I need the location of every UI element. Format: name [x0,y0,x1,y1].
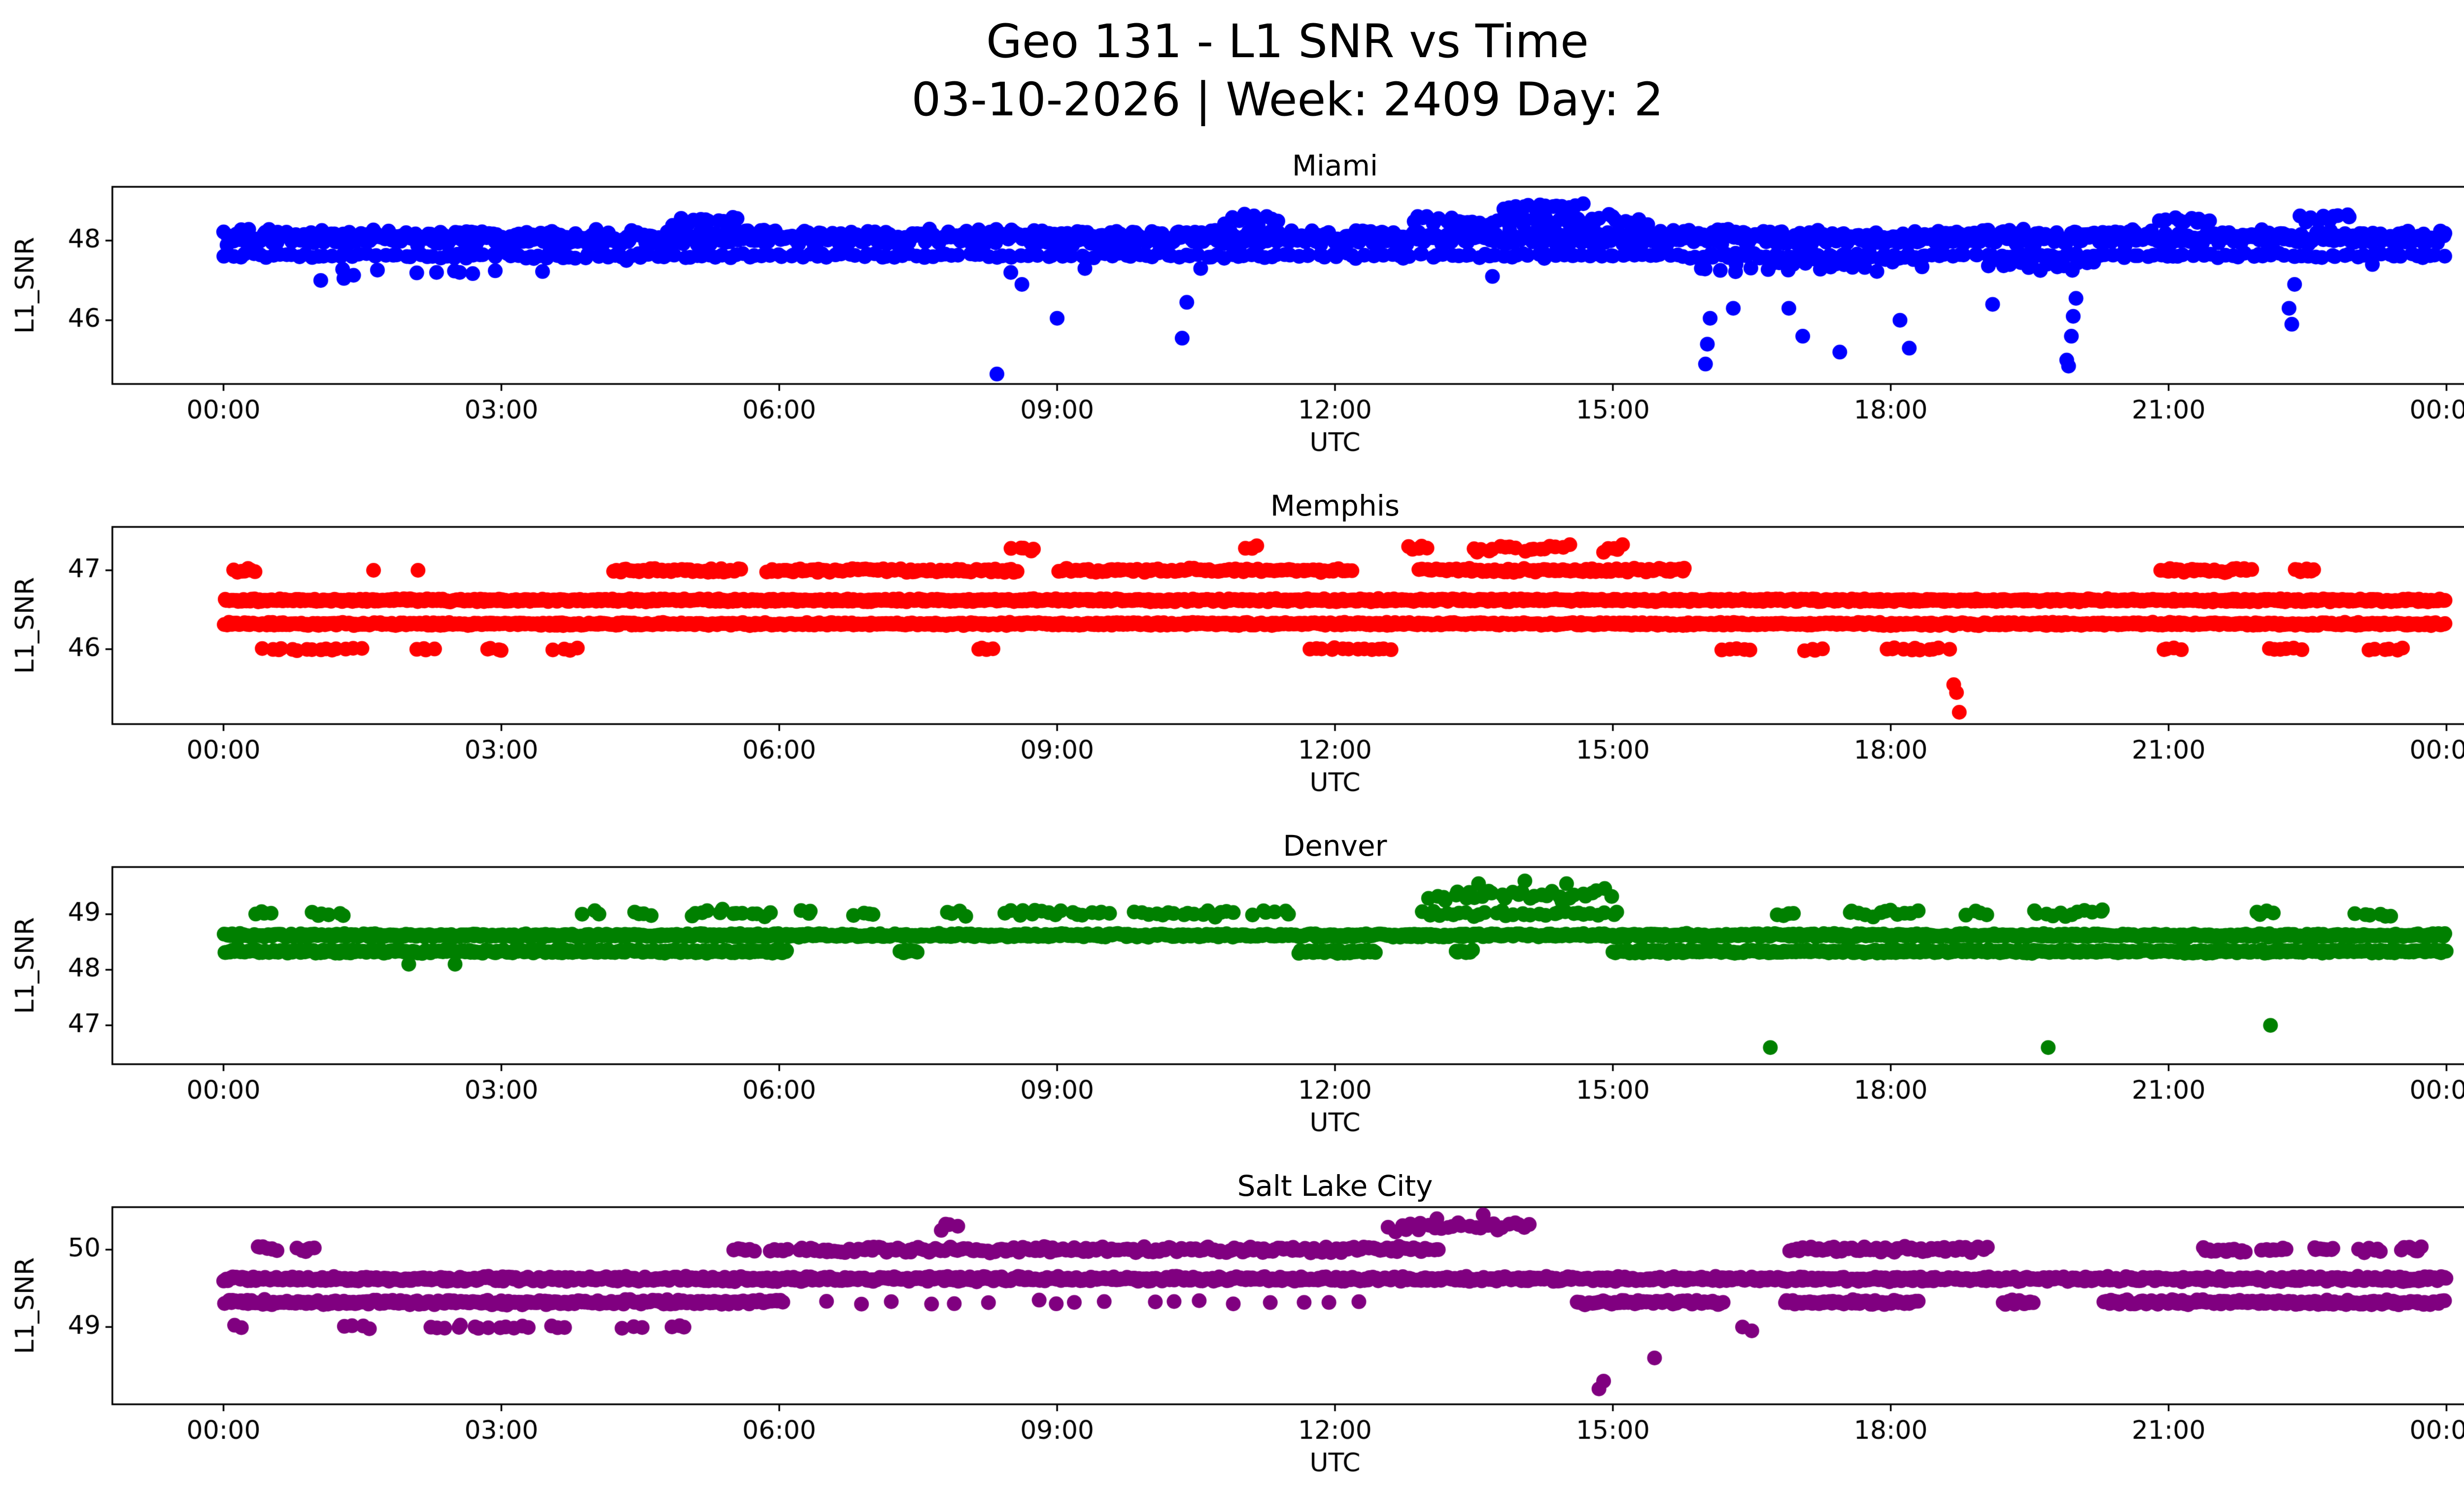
salt-lake-city-scatter-plot [0,1203,2464,1489]
miami-scatter-plot [0,183,2464,469]
memphis-scatter-plot [0,523,2464,809]
denver-scatter-plot [0,863,2464,1149]
subplot-title-miami: Miami [1292,149,1378,182]
subplot-memphis: Memphis [0,488,2464,809]
subplot-title-denver: Denver [1283,829,1387,863]
subplot-salt-lake-city: Salt Lake City [0,1169,2464,1489]
subplot-title-salt-lake-city: Salt Lake City [1237,1169,1433,1203]
figure-title-line1: Geo 131 - L1 SNR vs Time [986,15,1589,69]
subplot-denver: Denver [0,829,2464,1149]
figure-title: Geo 131 - L1 SNR vs Time 03-10-2026 | We… [0,0,2464,129]
figure-title-line2: 03-10-2026 | Week: 2409 Day: 2 [911,72,1664,127]
subplot-miami: Miami [0,148,2464,469]
subplot-title-memphis: Memphis [1270,489,1400,522]
